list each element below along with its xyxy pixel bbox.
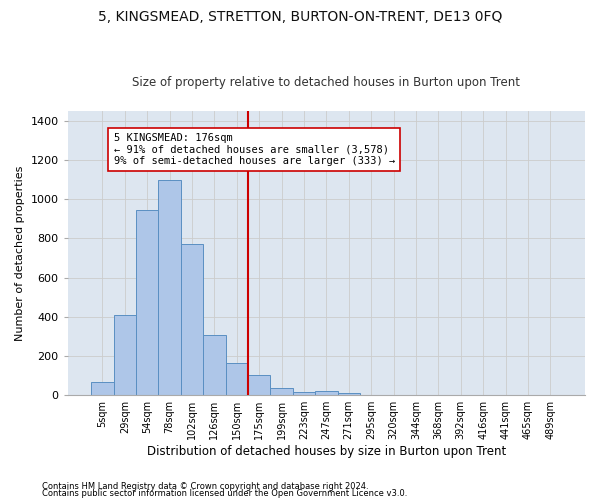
Text: Contains public sector information licensed under the Open Government Licence v3: Contains public sector information licen… [42,488,407,498]
Text: Contains HM Land Registry data © Crown copyright and database right 2024.: Contains HM Land Registry data © Crown c… [42,482,368,491]
Bar [293,392,315,394]
Bar [181,244,203,394]
Text: 5, KINGSMEAD, STRETTON, BURTON-ON-TRENT, DE13 0FQ: 5, KINGSMEAD, STRETTON, BURTON-ON-TRENT,… [98,10,502,24]
Bar [203,335,226,394]
X-axis label: Distribution of detached houses by size in Burton upon Trent: Distribution of detached houses by size … [147,444,506,458]
Bar [226,364,248,394]
Title: Size of property relative to detached houses in Burton upon Trent: Size of property relative to detached ho… [133,76,520,90]
Y-axis label: Number of detached properties: Number of detached properties [15,166,25,341]
Bar [338,393,360,394]
Bar [91,382,113,394]
Bar [248,375,271,394]
Text: 5 KINGSMEAD: 176sqm
← 91% of detached houses are smaller (3,578)
9% of semi-deta: 5 KINGSMEAD: 176sqm ← 91% of detached ho… [113,133,395,166]
Bar [315,391,338,394]
Bar [136,210,158,394]
Bar [271,388,293,394]
Bar [113,314,136,394]
Bar [158,180,181,394]
